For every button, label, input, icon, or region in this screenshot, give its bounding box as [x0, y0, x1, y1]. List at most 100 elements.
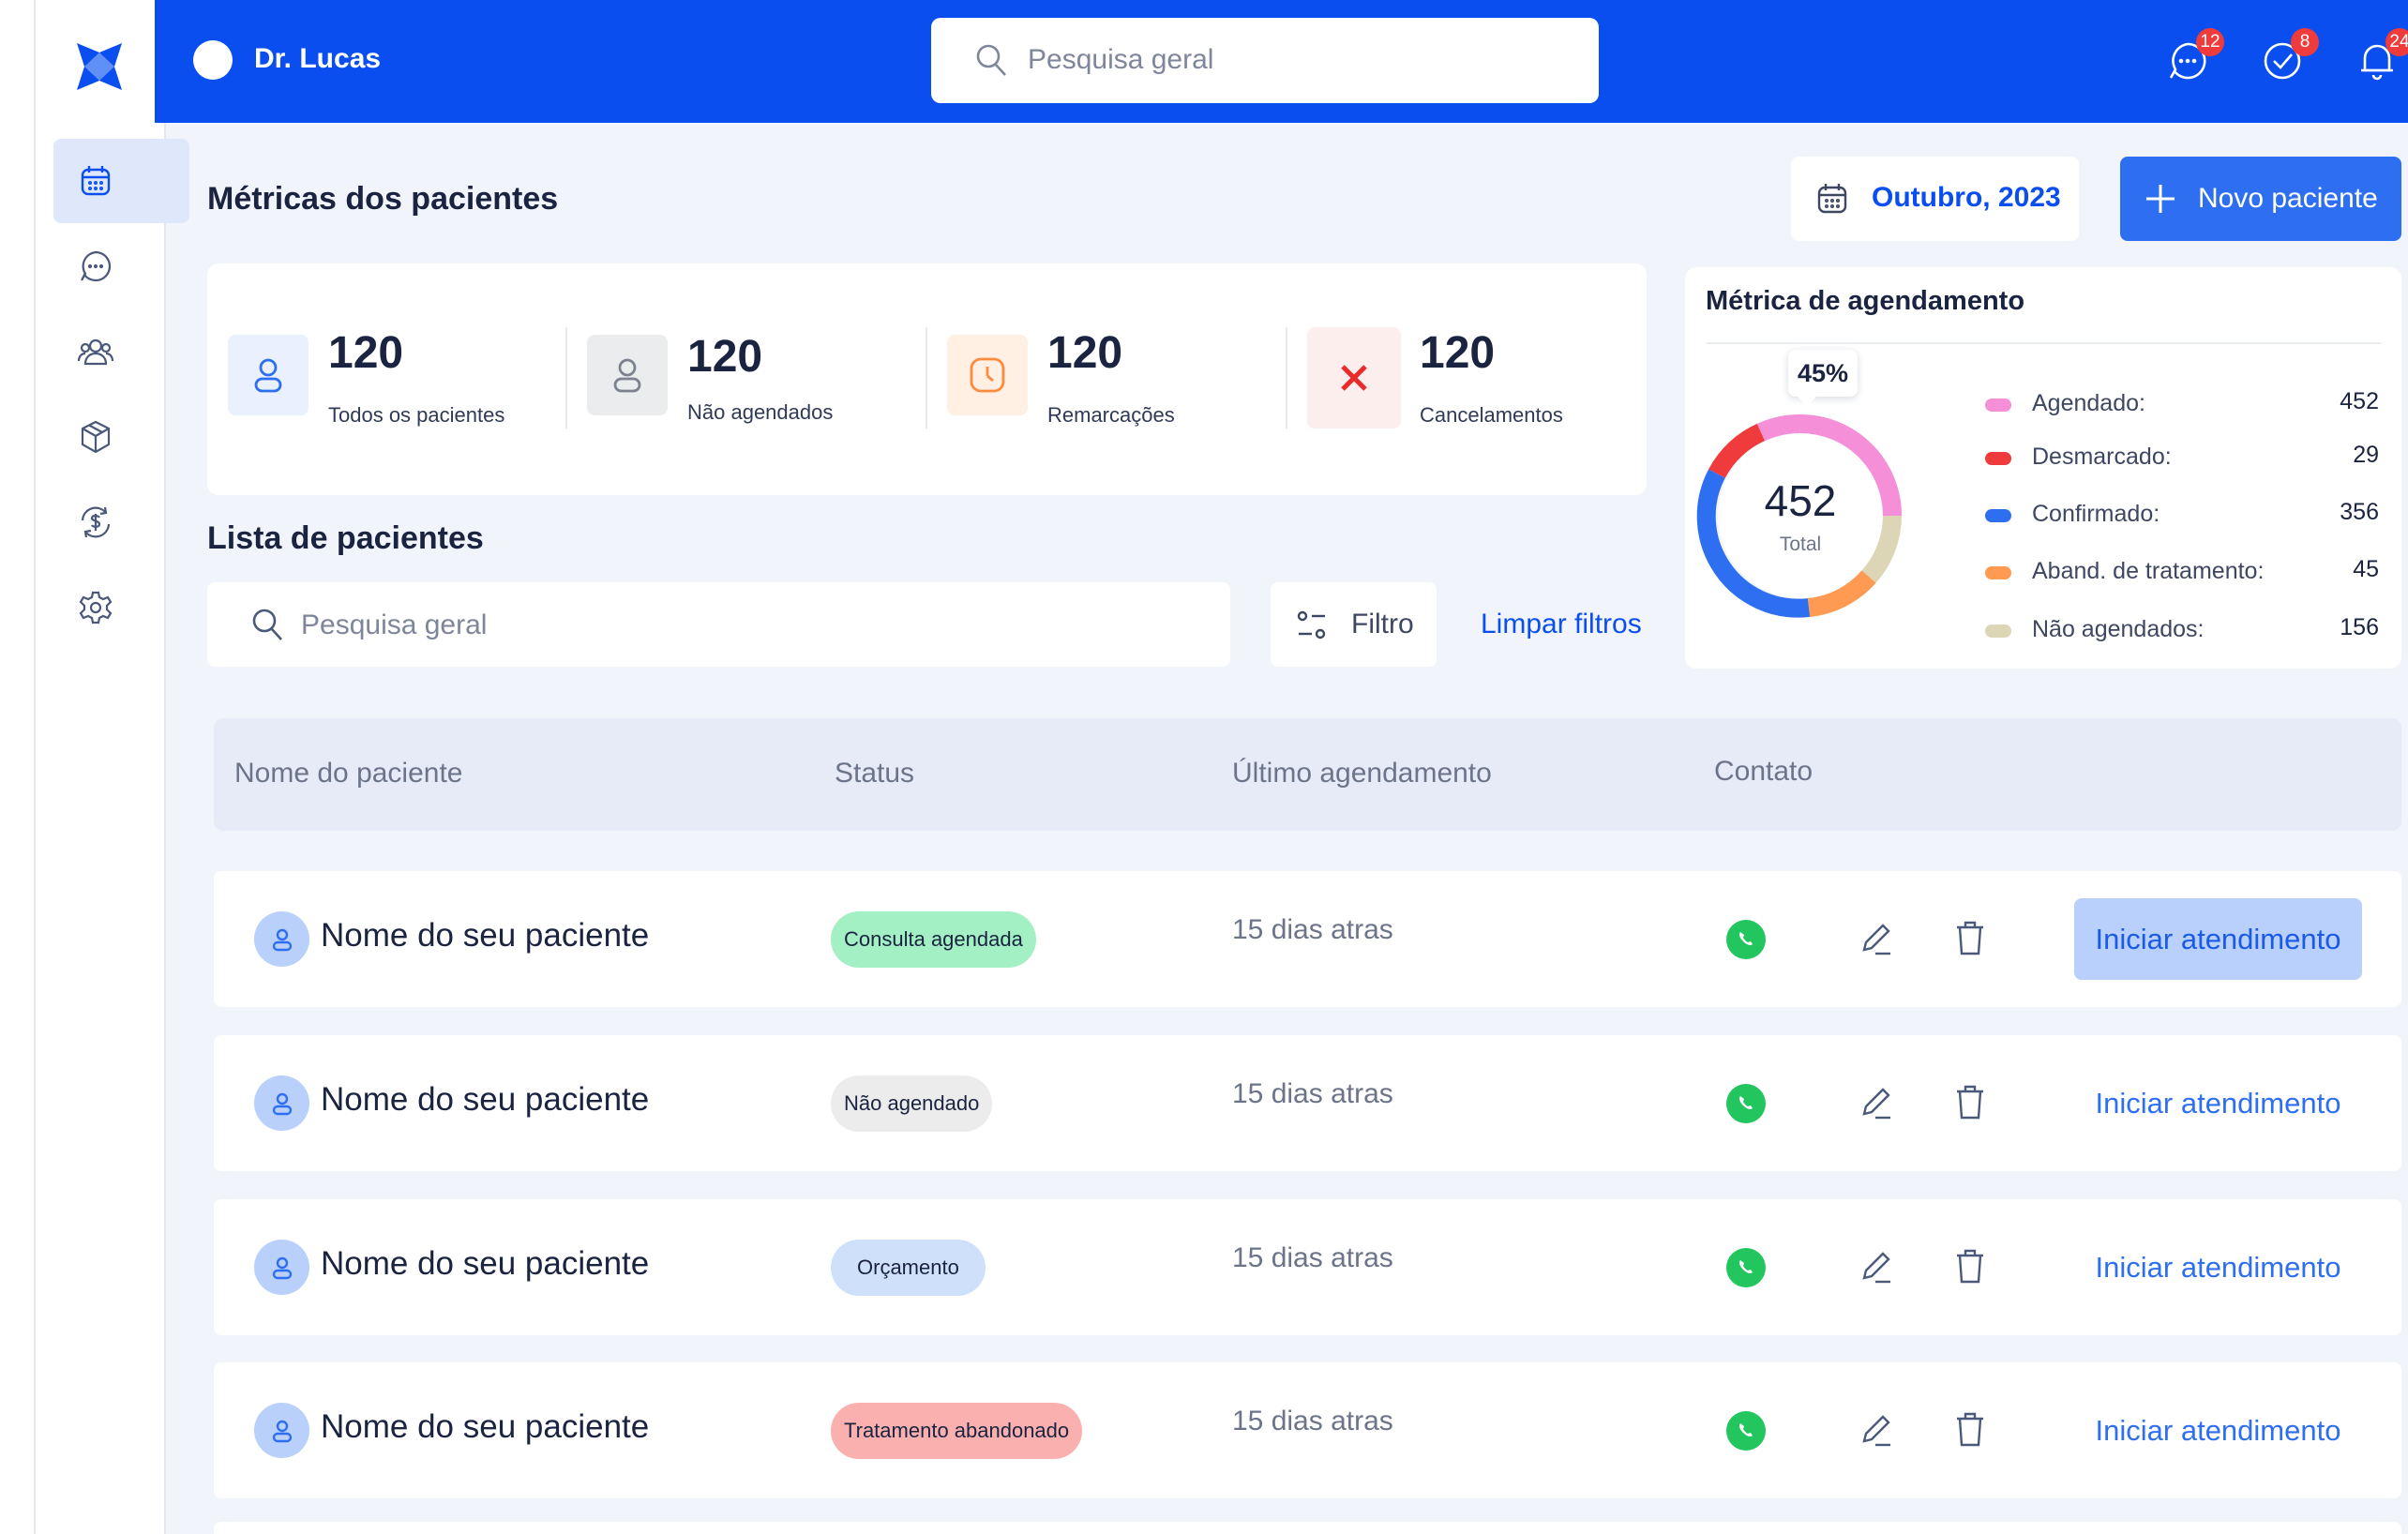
tasks-notification[interactable]: 8: [2261, 28, 2319, 83]
whatsapp-icon[interactable]: [1726, 920, 1766, 959]
segment-desmarcado: [1708, 423, 1766, 478]
date-picker-button[interactable]: Outubro, 2023: [1791, 157, 2079, 241]
clear-filters-link[interactable]: Limpar filtros: [1481, 609, 1642, 639]
status-badge: Tratamento abandonado: [831, 1403, 1083, 1459]
divider: [926, 327, 927, 429]
legend-label: Desmarcado:: [2032, 444, 2172, 470]
metric-value: 120: [1047, 328, 1123, 378]
divider: [1286, 327, 1287, 429]
patient-name[interactable]: Nome do seu paciente: [321, 1081, 650, 1118]
notification-badge: 8: [2291, 28, 2319, 56]
sidebar: [0, 0, 189, 1534]
legend-label: Não agendados:: [2032, 616, 2205, 642]
user-icon: [254, 1403, 309, 1458]
legend-label: Confirmado:: [2032, 501, 2160, 527]
calendar-icon: [81, 166, 111, 196]
edit-icon[interactable]: [1857, 1082, 1896, 1123]
segment-confirmado: [1696, 469, 1811, 618]
filter-button[interactable]: Filtro: [1271, 582, 1437, 667]
whatsapp-icon[interactable]: [1726, 1248, 1766, 1287]
filter-label: Filtro: [1351, 609, 1414, 639]
trash-icon[interactable]: [1951, 918, 1989, 959]
search-icon: [252, 609, 282, 640]
status-badge: Orçamento: [831, 1240, 986, 1296]
edit-icon[interactable]: [1857, 1246, 1896, 1287]
segment-agendado: [1799, 414, 1902, 517]
table-row[interactable]: Nome do seu paciente Orçamento 15 dias a…: [214, 1199, 2401, 1335]
sidebar-item-inventory[interactable]: [53, 395, 189, 479]
trash-icon[interactable]: [1951, 1082, 1989, 1123]
last-appointment: 15 dias atras: [1232, 1078, 1393, 1109]
divider: [1706, 342, 2381, 344]
user-icon: [254, 1240, 309, 1295]
legend-value: 29: [2353, 442, 2379, 468]
messages-notification[interactable]: 12: [2166, 28, 2224, 83]
search-placeholder: Pesquisa geral: [301, 609, 488, 640]
box-icon: [81, 420, 111, 454]
patient-name[interactable]: Nome do seu paciente: [321, 1408, 650, 1445]
patient-name[interactable]: Nome do seu paciente: [321, 917, 650, 954]
avatar[interactable]: [193, 40, 233, 80]
segment-abandono: [1807, 570, 1876, 617]
table-row[interactable]: Nome do seu paciente Não agendado 15 dia…: [214, 1035, 2401, 1171]
start-appointment-button[interactable]: Iniciar atendimento: [2074, 898, 2362, 980]
whatsapp-icon[interactable]: [1726, 1084, 1766, 1123]
sidebar-item-settings[interactable]: [53, 565, 189, 650]
legend-item: Confirmado: 356: [1985, 497, 2379, 534]
start-appointment-button[interactable]: Iniciar atendimento: [2095, 1414, 2341, 1447]
whatsapp-icon[interactable]: [1726, 1411, 1766, 1451]
notification-badge: 24: [2385, 28, 2408, 56]
search-icon: [976, 44, 1006, 76]
patient-search-input[interactable]: Pesquisa geral: [207, 582, 1230, 667]
status-badge: Não agendado: [831, 1075, 993, 1132]
new-patient-button[interactable]: Novo paciente: [2120, 157, 2401, 241]
chat-icon: [81, 250, 112, 282]
legend-label: Aband. de tratamento:: [2032, 558, 2265, 584]
user-name: Dr. Lucas: [254, 43, 382, 74]
filter-icon: [1297, 610, 1326, 639]
legend-value: 45: [2353, 556, 2379, 582]
metric-label: Cancelamentos: [1420, 403, 1563, 427]
chart-title: Métrica de agendamento: [1706, 286, 2025, 316]
user-icon: [587, 335, 668, 415]
legend-swatch: [1985, 452, 2011, 465]
list-title: Lista de pacientes: [207, 520, 484, 556]
calendar-icon: [1817, 184, 1847, 214]
metric-value: 120: [687, 332, 763, 382]
column-header: Contato: [1714, 756, 1814, 787]
metric-label: Todos os pacientes: [328, 403, 505, 427]
user-icon: [254, 1075, 309, 1131]
trash-icon[interactable]: [1951, 1246, 1989, 1287]
table-header: Nome do paciente Status Último agendamen…: [214, 718, 2401, 831]
sidebar-item-finance[interactable]: [53, 480, 189, 564]
trash-icon[interactable]: [1951, 1409, 1989, 1451]
total-label: Total: [1779, 534, 1822, 555]
donut-chart: [1696, 414, 1902, 618]
start-appointment-button[interactable]: Iniciar atendimento: [2095, 1251, 2341, 1284]
column-header: Último agendamento: [1232, 758, 1492, 789]
new-patient-label: Novo paciente: [2198, 183, 2378, 214]
sidebar-divider: [34, 0, 36, 1534]
edit-icon[interactable]: [1857, 1409, 1896, 1451]
sidebar-item-patients[interactable]: [53, 309, 189, 394]
legend-swatch: [1985, 509, 2011, 522]
sidebar-item-calendar[interactable]: [53, 139, 189, 223]
check-circle-icon: [2264, 42, 2301, 80]
table-row[interactable]: Nome do seu paciente Tratamento abandona…: [214, 1362, 2401, 1498]
chart-tooltip: 45%: [1788, 350, 1858, 406]
alerts-notification[interactable]: 24: [2355, 28, 2408, 83]
sidebar-item-messages[interactable]: [53, 224, 189, 308]
patient-name[interactable]: Nome do seu paciente: [321, 1245, 650, 1282]
edit-icon[interactable]: [1857, 918, 1896, 959]
users-icon: [77, 338, 114, 366]
global-search-input[interactable]: Pesquisa geral: [931, 18, 1599, 103]
last-appointment: 15 dias atras: [1232, 914, 1393, 945]
dollar-cycle-icon: [81, 506, 111, 538]
legend-item: Agendado: 452: [1985, 386, 2379, 424]
metrics-card: 120 Todos os pacientes 120 Não agendados…: [207, 263, 1647, 495]
plus-icon: [2146, 185, 2175, 213]
start-appointment-button[interactable]: Iniciar atendimento: [2095, 1087, 2341, 1120]
table-row[interactable]: [214, 1522, 2401, 1534]
table-row[interactable]: Nome do seu paciente Consulta agendada 1…: [214, 871, 2401, 1007]
logo-icon[interactable]: [73, 39, 126, 94]
